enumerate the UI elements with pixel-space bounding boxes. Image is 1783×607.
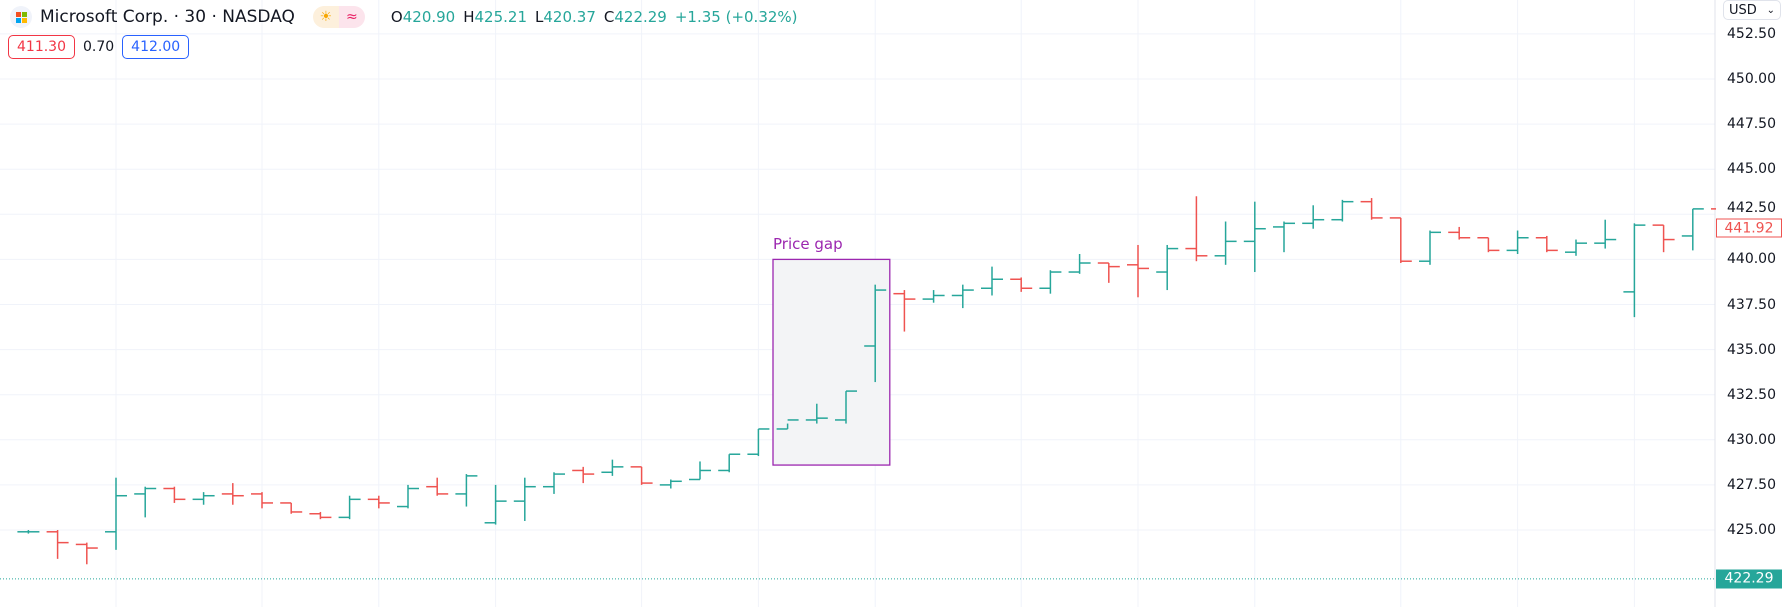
ohlc-bar[interactable]: [601, 459, 624, 476]
close-value: 422.29: [614, 8, 667, 26]
ohlc-bar[interactable]: [134, 486, 157, 518]
approx-wave-icon[interactable]: ≈: [338, 6, 365, 28]
ohlc-bar[interactable]: [1623, 223, 1646, 318]
open-label: O: [390, 8, 403, 26]
ohlc-bar[interactable]: [864, 284, 887, 383]
ohlc-bar[interactable]: [893, 290, 916, 332]
y-tick-label: 427.50: [1727, 476, 1776, 493]
microsoft-logo: [10, 6, 32, 28]
symbol-legend: Microsoft Corp. · 30 · NASDAQ ☀ ≈ O420.9…: [10, 4, 798, 30]
ohlc-bar[interactable]: [46, 530, 69, 559]
ohlc-bar[interactable]: [1477, 237, 1500, 253]
ohlc-bar[interactable]: [630, 466, 653, 485]
y-tick-label: 440.00: [1727, 251, 1776, 268]
ohlc-bar[interactable]: [1243, 201, 1266, 273]
ohlc-bar[interactable]: [835, 390, 857, 424]
ohlc-bar[interactable]: [163, 486, 186, 503]
y-tick-label: 452.50: [1727, 25, 1776, 42]
y-tick-label: 447.50: [1727, 116, 1776, 133]
y-tick-label: 435.00: [1727, 341, 1776, 358]
price-gap-rectangle: [772, 258, 891, 466]
close-label: C: [603, 8, 615, 26]
ohlc-bar[interactable]: [513, 477, 536, 521]
ohlc-bar[interactable]: [1448, 226, 1471, 240]
ohlc-bar[interactable]: [951, 284, 974, 309]
ohlc-bar[interactable]: [280, 502, 303, 514]
last-price-label: 441.92: [1716, 218, 1782, 238]
ohlc-bar[interactable]: [397, 484, 419, 509]
ohlc-bar[interactable]: [1214, 221, 1237, 265]
ohlc-bar[interactable]: [17, 530, 40, 534]
ohlc-bar[interactable]: [309, 511, 332, 520]
ohlc-bar[interactable]: [1331, 199, 1354, 222]
ohlc-bar[interactable]: [426, 477, 449, 496]
y-tick-label: 450.00: [1727, 71, 1776, 87]
buy-price-button[interactable]: 412.00: [122, 35, 190, 59]
currency-label: USD: [1728, 2, 1757, 18]
ohlc-bar[interactable]: [251, 492, 273, 509]
ohlc-bar[interactable]: [1389, 217, 1412, 264]
ohlc-bar[interactable]: [659, 479, 682, 489]
ohlc-bar[interactable]: [1419, 230, 1441, 265]
bid-ask-row: 411.30 0.70 412.00: [8, 35, 190, 59]
close-price-label: 422.29: [1716, 569, 1782, 589]
axis-background: [1716, 0, 1783, 607]
y-tick-label: 425.00: [1727, 522, 1776, 538]
ohlc-bar[interactable]: [543, 472, 565, 494]
ohlc-bar[interactable]: [1594, 219, 1617, 249]
ohlc-bar[interactable]: [75, 542, 98, 565]
ohlc-bar[interactable]: [981, 266, 1003, 296]
sun-icon[interactable]: ☀: [312, 6, 339, 28]
y-tick-label: 445.00: [1727, 161, 1776, 178]
ohlc-values: O420.90 H425.21 L420.37 C422.29 +1.35 (+…: [391, 8, 798, 26]
ohlc-bar[interactable]: [572, 466, 595, 484]
ohlc-bar[interactable]: [1127, 244, 1149, 298]
ohlc-bar[interactable]: [922, 290, 945, 303]
ohlc-bar[interactable]: [1185, 196, 1208, 262]
spread-value: 0.70: [83, 39, 115, 55]
ohlc-bar[interactable]: [747, 428, 770, 457]
ohlc-bar[interactable]: [105, 477, 127, 550]
ohlc-bar[interactable]: [1681, 208, 1704, 251]
y-tick-label: 430.00: [1727, 431, 1776, 448]
y-tick-label: 442.50: [1727, 200, 1776, 217]
ohlc-bar[interactable]: [1156, 244, 1179, 291]
ohlc-bar[interactable]: [1360, 198, 1383, 220]
high-label: H: [463, 8, 475, 26]
ohlc-bar[interactable]: [1302, 205, 1325, 229]
ohlc-bar[interactable]: [1039, 270, 1062, 294]
low-value: 420.37: [543, 8, 596, 26]
ohlc-bar[interactable]: [1097, 262, 1120, 283]
change-value: +1.35 (+0.32%): [674, 8, 798, 26]
ohlc-bar[interactable]: [1068, 253, 1091, 274]
ohlc-bar[interactable]: [1652, 224, 1675, 253]
ohlc-bar[interactable]: [338, 495, 361, 520]
high-value: 425.21: [474, 8, 528, 26]
ohlc-bar[interactable]: [1535, 235, 1558, 253]
ohlc-bar[interactable]: [1273, 221, 1295, 253]
price-gap-label: Price gap: [773, 235, 843, 254]
ohlc-bar[interactable]: [689, 461, 711, 481]
ohlc-bar[interactable]: [221, 483, 244, 505]
ohlc-bar[interactable]: [1506, 230, 1529, 254]
ohlc-bar[interactable]: [1010, 277, 1033, 292]
ohlc-bar[interactable]: [1565, 239, 1587, 256]
ohlc-bar[interactable]: [484, 484, 507, 525]
chevron-down-icon: ⌄: [1766, 4, 1776, 16]
open-value: 420.90: [402, 8, 456, 26]
sell-price-button[interactable]: 411.30: [8, 35, 75, 59]
ohlc-bar[interactable]: [192, 492, 215, 505]
ohlc-bar[interactable]: [367, 495, 390, 509]
y-tick-label: 437.50: [1727, 296, 1776, 313]
low-label: L: [535, 8, 544, 26]
symbol-title[interactable]: Microsoft Corp. · 30 · NASDAQ: [40, 7, 295, 27]
ohlc-bar[interactable]: [455, 474, 478, 507]
currency-dropdown[interactable]: USD ⌄: [1723, 0, 1781, 20]
ohlc-bar[interactable]: [776, 419, 799, 430]
ohlc-bar[interactable]: [718, 453, 741, 473]
ohlc-bar[interactable]: [805, 403, 828, 424]
y-tick-label: 432.50: [1727, 386, 1776, 403]
